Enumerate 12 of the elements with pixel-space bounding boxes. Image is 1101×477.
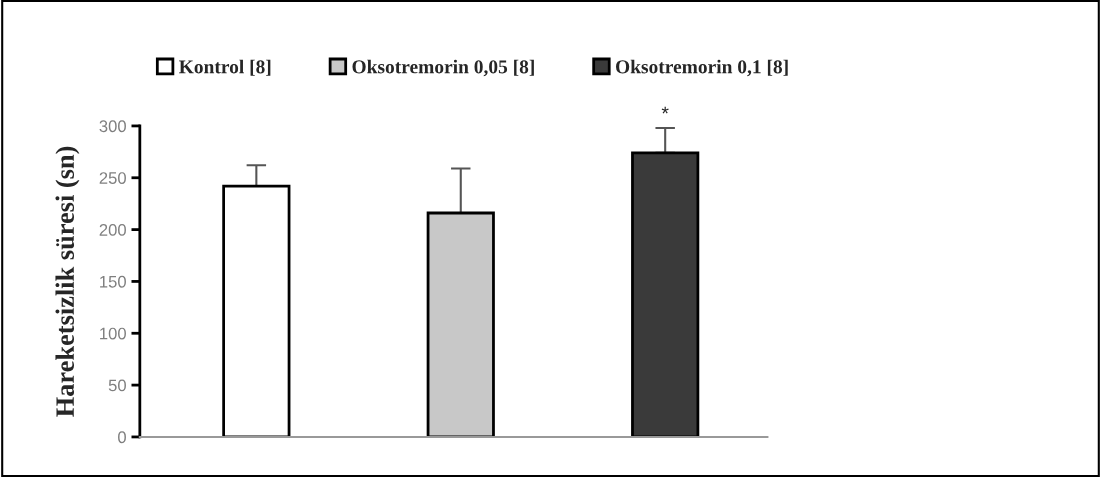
y-tick-label: 50 [108,379,126,392]
text: * [661,106,669,114]
y-tick-label: 300 [99,120,126,133]
legend-label: Oksotremorin 0,05 [8] [352,59,534,77]
y-tick-label: 150 [100,275,126,288]
y-axis-title: Hareketsizlik süresi (sn) [55,146,80,417]
y-tick-label: 250 [99,172,126,184]
y-tick-label: 0 [118,431,126,444]
y-tick-label: 100 [100,327,126,340]
y-tick-label: 200 [99,224,126,236]
legend-label: Kontrol [8] [179,59,271,76]
legend-label: Oksotremorin 0,1 [8] [616,59,788,77]
